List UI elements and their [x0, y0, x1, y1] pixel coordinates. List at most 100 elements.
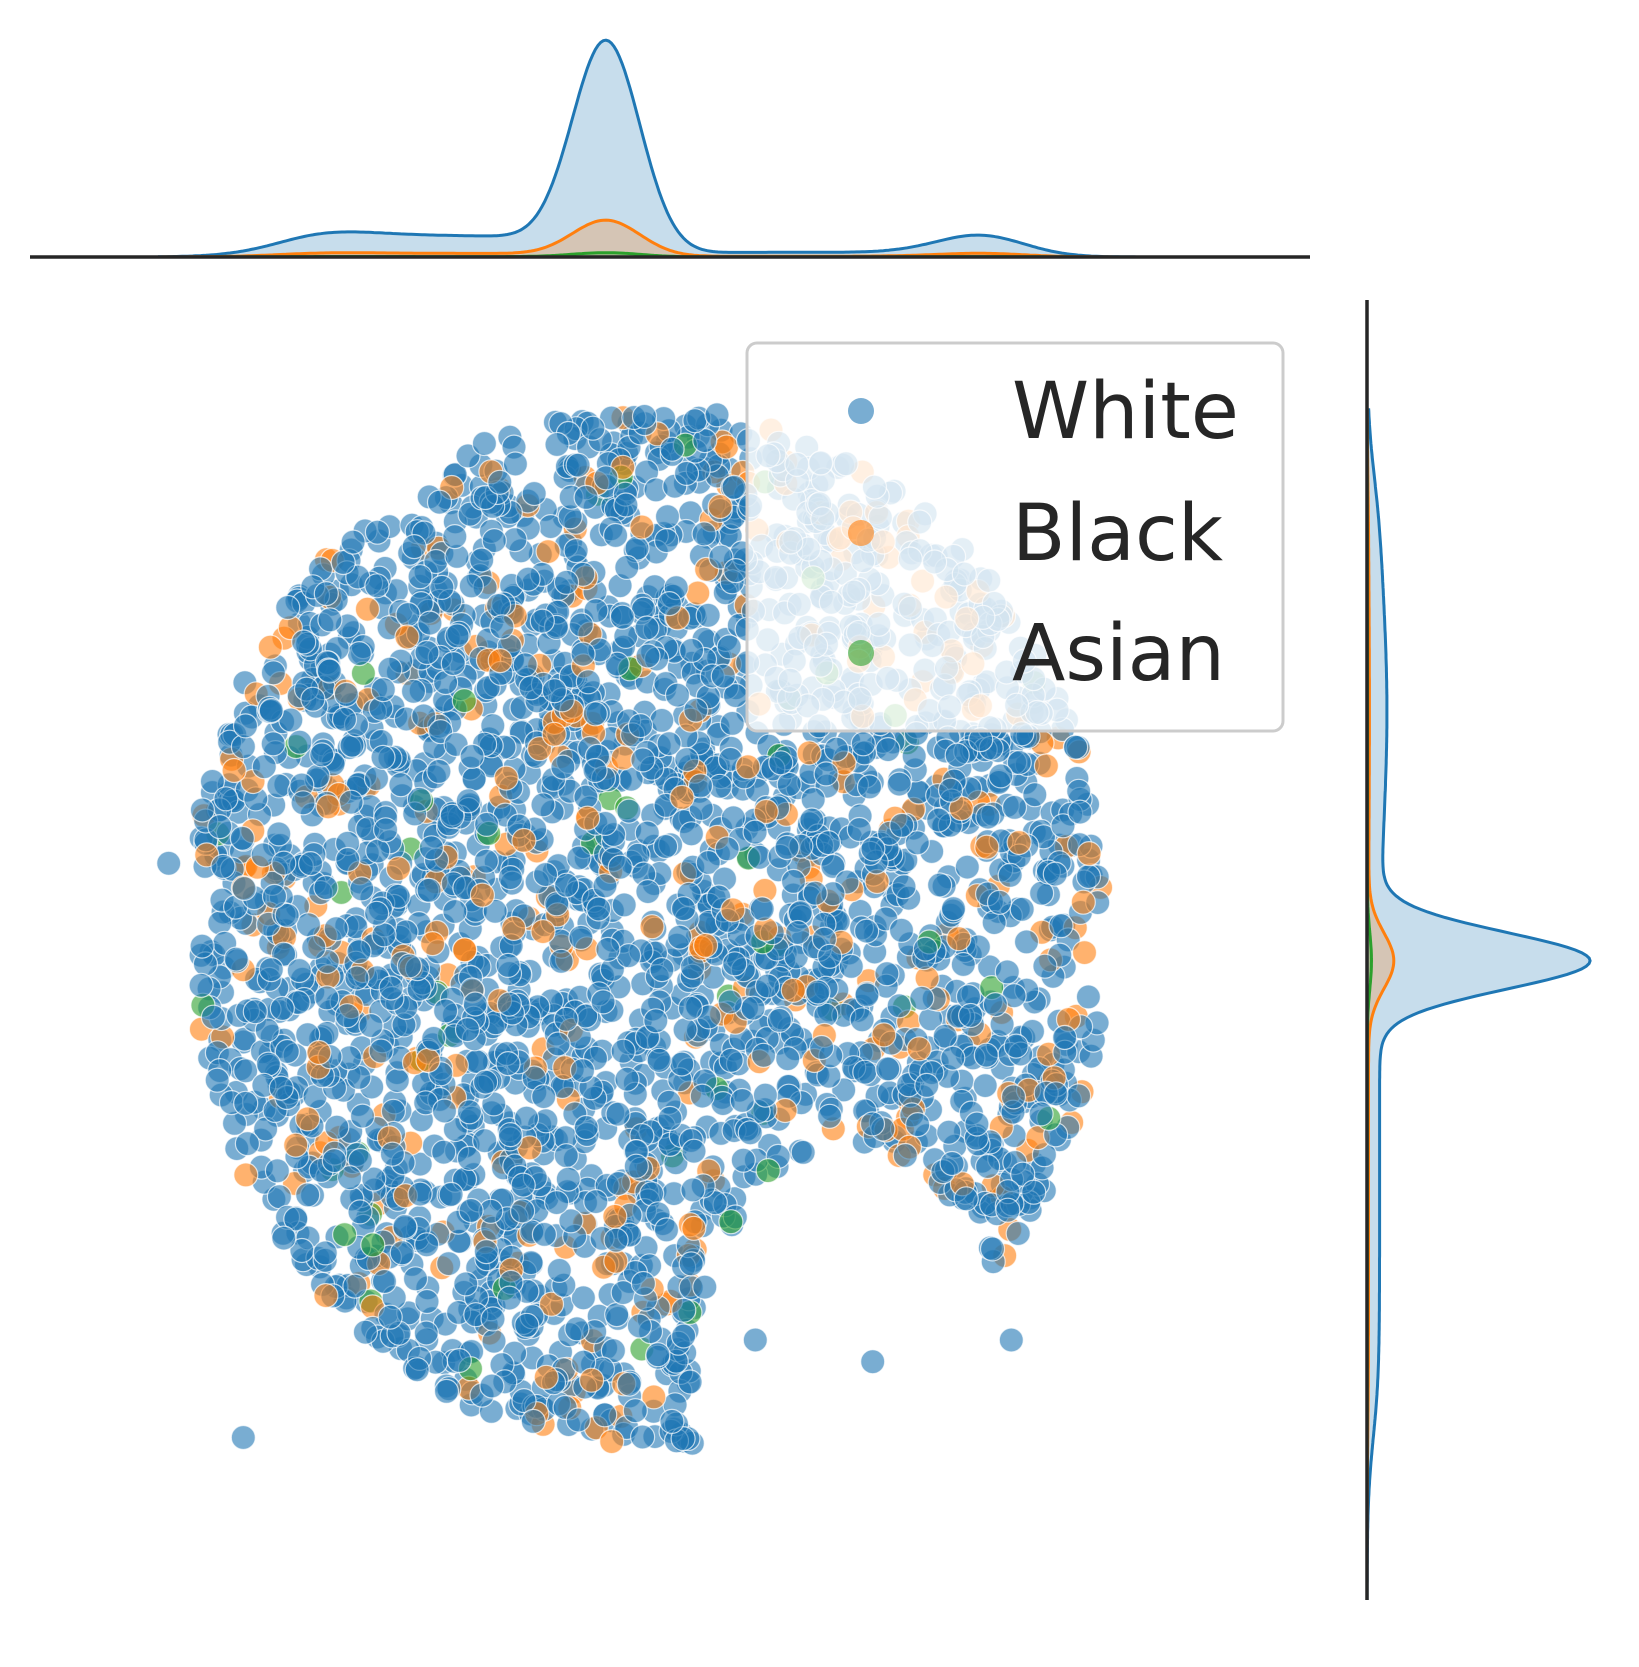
scatter-point-white: [188, 972, 214, 998]
scatter-point-white: [543, 1189, 570, 1216]
scatter-point-asian: [360, 1232, 386, 1258]
scatter-point-white: [495, 1050, 521, 1077]
scatter-point-white: [396, 953, 422, 979]
scatter-point-white: [364, 573, 390, 599]
scatter-point-white: [497, 1121, 523, 1148]
scatter-point-white: [502, 451, 529, 477]
scatter-point-white: [379, 1141, 405, 1167]
scatter-point-white: [939, 1150, 965, 1177]
scatter-point-white: [266, 821, 292, 847]
scatter-point-white: [323, 916, 349, 942]
scatter-point-white: [854, 982, 880, 1008]
scatter-point-white: [716, 634, 742, 660]
scatter-point-white: [251, 754, 277, 780]
scatter-point-white: [817, 943, 843, 969]
scatter-point-white: [385, 883, 411, 909]
scatter-point-white: [406, 786, 432, 812]
scatter-point-white: [570, 1285, 597, 1311]
scatter-point-white: [710, 663, 736, 689]
scatter-point-white: [545, 1031, 571, 1057]
scatter-point-white: [389, 1240, 415, 1266]
scatter-point-white: [496, 1285, 522, 1311]
scatter-point-black: [685, 580, 711, 606]
scatter-point-white: [766, 1007, 793, 1034]
scatter-point-white: [404, 1357, 430, 1383]
scatter-point-white: [555, 1166, 581, 1192]
scatter-point-white: [489, 614, 515, 640]
scatter-point-white: [233, 1090, 259, 1116]
scatter-point-white: [393, 919, 419, 945]
scatter-point-black: [394, 624, 420, 650]
scatter-point-white: [461, 766, 487, 792]
scatter-point-white: [342, 1273, 368, 1299]
scatter-point-white: [609, 604, 636, 630]
scatter-point-black: [233, 1162, 259, 1188]
scatter-point-white: [290, 790, 316, 816]
scatter-point-white: [453, 1271, 479, 1297]
scatter-point-white: [479, 1373, 505, 1399]
scatter-point-white: [669, 1051, 695, 1077]
scatter-point-white: [678, 1251, 704, 1277]
scatter-point-white: [692, 1274, 718, 1300]
scatter-point-black: [603, 1248, 629, 1274]
scatter-point-white: [901, 743, 927, 769]
scatter-point-black: [906, 1036, 932, 1062]
scatter-point-white: [436, 1250, 462, 1277]
scatter-point-white: [752, 1082, 779, 1108]
scatter-point-white: [585, 896, 612, 922]
scatter-point-black: [713, 434, 740, 460]
scatter-point-white: [352, 1319, 378, 1345]
scatter-point-white: [573, 1114, 599, 1141]
scatter-point-white: [682, 408, 708, 434]
scatter-point-white: [349, 876, 375, 902]
scatter-point-white: [413, 1320, 439, 1346]
scatter-point-white: [1006, 749, 1032, 776]
scatter-point-white: [438, 1181, 464, 1208]
scatter-point-asian: [755, 1157, 781, 1184]
scatter-point-white: [630, 1270, 657, 1297]
scatter-point-white: [402, 1266, 429, 1292]
scatter-point-white: [530, 792, 556, 818]
scatter-point-white: [653, 1217, 680, 1243]
scatter-point-white: [643, 1008, 669, 1034]
scatter-point-white: [274, 1038, 300, 1065]
scatter-point-white: [200, 1004, 226, 1030]
scatter-point-white: [429, 574, 455, 601]
legend: White Black Asian: [745, 341, 1285, 733]
scatter-point-white: [213, 786, 239, 812]
scatter-point-black: [538, 1291, 565, 1317]
scatter-point-white: [859, 1111, 886, 1137]
scatter-point-black: [493, 765, 519, 791]
scatter-point-white: [472, 1128, 498, 1154]
scatter-point-white: [603, 1227, 629, 1253]
scatter-point-white: [714, 836, 740, 862]
scatter-point-white: [231, 875, 257, 902]
scatter-point-white: [986, 889, 1013, 915]
scatter-point-white: [614, 554, 640, 581]
scatter-point-white: [365, 838, 391, 864]
scatter-point-white: [565, 1407, 591, 1433]
scatter-point-white: [431, 1098, 458, 1124]
scatter-point-white: [622, 1398, 648, 1424]
scatter-point-white: [189, 933, 215, 959]
scatter-point-white: [944, 742, 970, 768]
scatter-point-white: [742, 819, 768, 845]
scatter-point-white: [370, 744, 396, 771]
scatter-point-black: [535, 538, 561, 565]
scatter-point-white: [529, 608, 555, 634]
scatter-point-white: [1065, 1083, 1092, 1109]
scatter-point-black: [946, 926, 972, 952]
scatter-point-white: [691, 521, 717, 547]
scatter-point-black: [1070, 889, 1096, 915]
scatter-point-white: [573, 784, 599, 810]
scatter-point-white: [780, 868, 807, 895]
scatter-point-white: [344, 965, 370, 991]
scatter-point-white: [595, 936, 621, 963]
scatter-point-white: [439, 803, 465, 829]
scatter-point-white: [378, 975, 404, 1001]
scatter-point-white: [495, 952, 521, 979]
scatter-point-black: [315, 794, 341, 820]
scatter-point-white: [623, 1153, 649, 1179]
scatter-point-white: [683, 697, 709, 723]
